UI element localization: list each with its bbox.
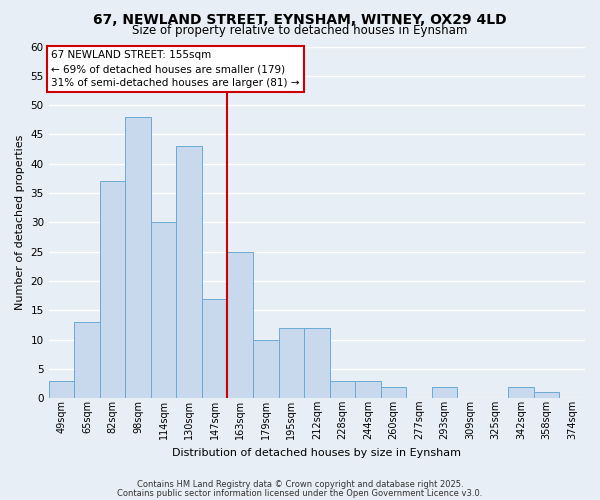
Bar bbox=[355, 380, 380, 398]
Bar bbox=[49, 380, 74, 398]
Bar bbox=[534, 392, 559, 398]
Text: 67 NEWLAND STREET: 155sqm
← 69% of detached houses are smaller (179)
31% of semi: 67 NEWLAND STREET: 155sqm ← 69% of detac… bbox=[52, 50, 300, 88]
X-axis label: Distribution of detached houses by size in Eynsham: Distribution of detached houses by size … bbox=[172, 448, 461, 458]
Text: 67, NEWLAND STREET, EYNSHAM, WITNEY, OX29 4LD: 67, NEWLAND STREET, EYNSHAM, WITNEY, OX2… bbox=[93, 12, 507, 26]
Text: Contains public sector information licensed under the Open Government Licence v3: Contains public sector information licen… bbox=[118, 488, 482, 498]
Bar bbox=[227, 252, 253, 398]
Bar bbox=[278, 328, 304, 398]
Bar bbox=[508, 386, 534, 398]
Bar bbox=[100, 182, 125, 398]
Text: Contains HM Land Registry data © Crown copyright and database right 2025.: Contains HM Land Registry data © Crown c… bbox=[137, 480, 463, 489]
Bar bbox=[151, 222, 176, 398]
Bar bbox=[304, 328, 329, 398]
Bar bbox=[176, 146, 202, 399]
Bar bbox=[380, 386, 406, 398]
Bar bbox=[329, 380, 355, 398]
Bar bbox=[74, 322, 100, 398]
Y-axis label: Number of detached properties: Number of detached properties bbox=[15, 134, 25, 310]
Bar bbox=[125, 117, 151, 398]
Bar bbox=[432, 386, 457, 398]
Text: Size of property relative to detached houses in Eynsham: Size of property relative to detached ho… bbox=[133, 24, 467, 37]
Bar bbox=[202, 298, 227, 398]
Bar bbox=[253, 340, 278, 398]
